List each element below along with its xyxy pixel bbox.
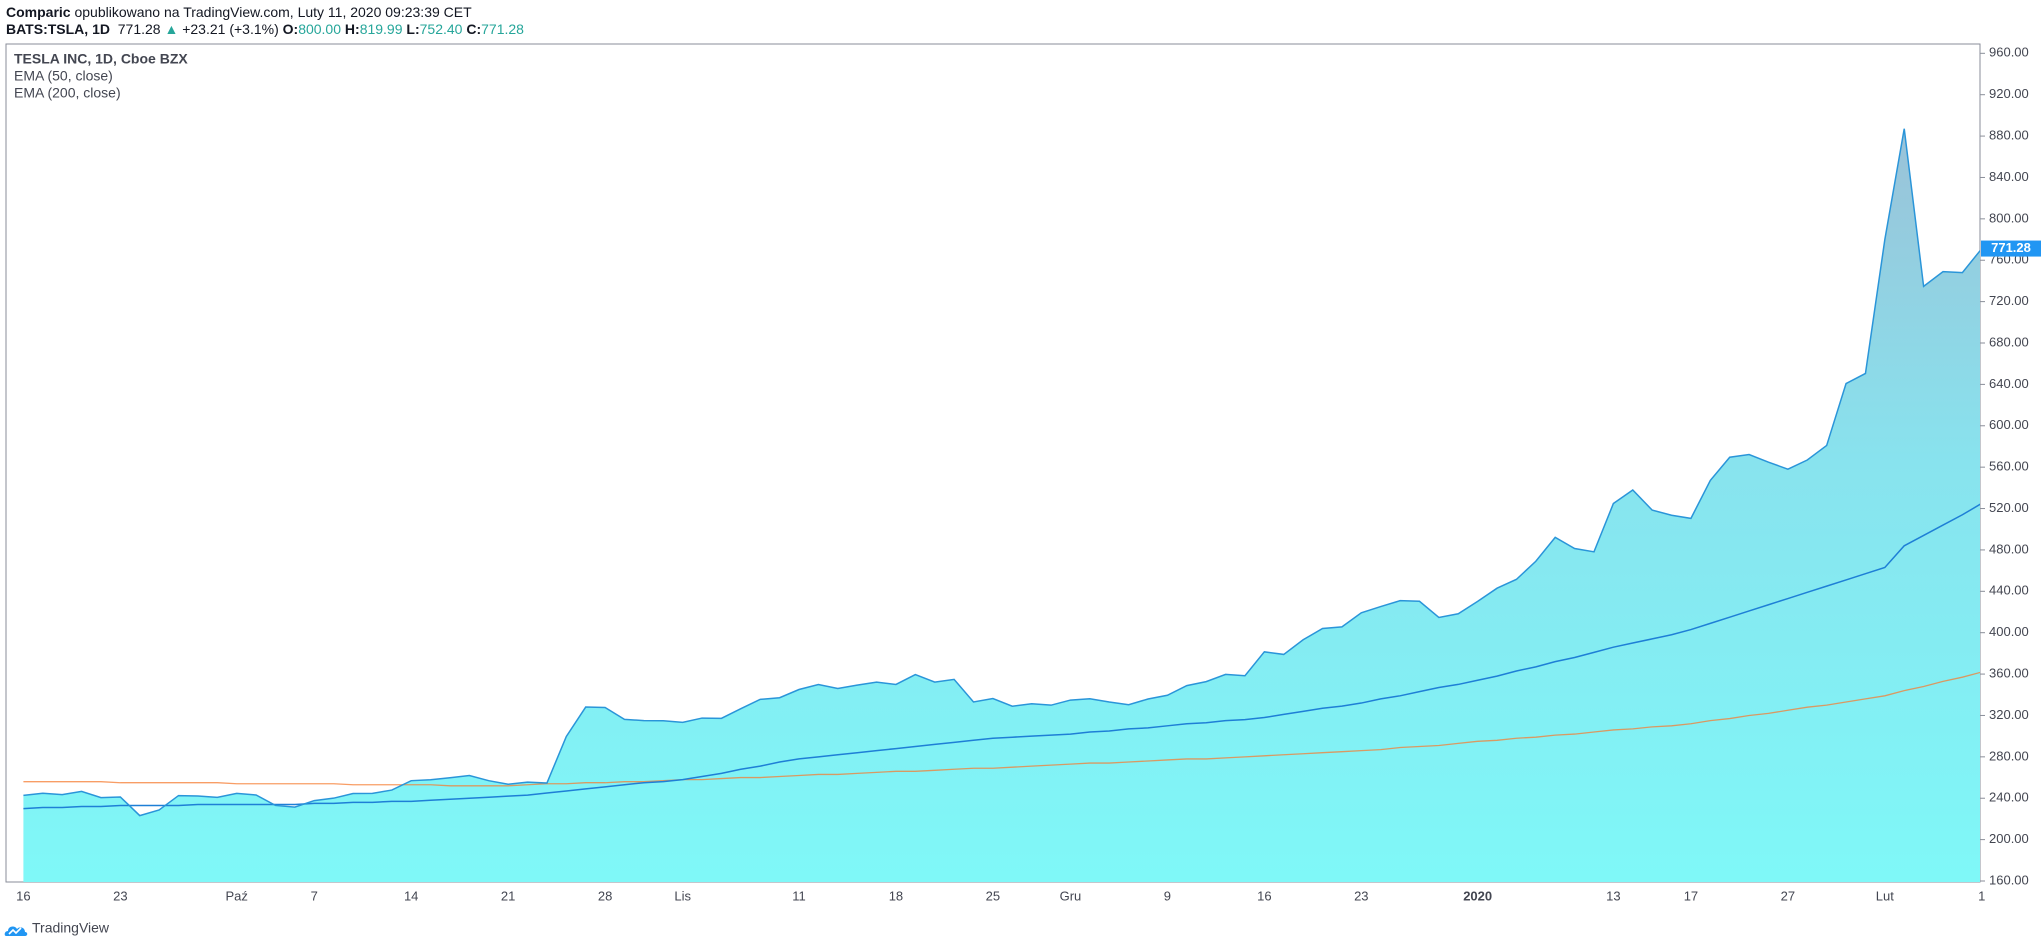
ohlc-label: O: — [282, 21, 299, 37]
change-arrow: ▲ — [164, 21, 179, 37]
symbol: BATS:TSLA, 1D — [6, 21, 110, 37]
ohlc-label: C: — [466, 21, 482, 37]
x-tick-label: 14 — [404, 888, 418, 903]
ohlc-label: L: — [406, 21, 420, 37]
x-tick-label: 2020 — [1463, 888, 1492, 903]
logo[interactable] — [4, 926, 28, 936]
y-tick-label: 800.00 — [1989, 210, 2029, 225]
brand[interactable]: TradingView — [32, 920, 110, 936]
x-tick-label: 7 — [311, 888, 318, 903]
x-tick-label: 16 — [1257, 888, 1271, 903]
x-tick-label: 27 — [1781, 888, 1795, 903]
x-tick-label: 23 — [113, 888, 127, 903]
y-tick-label: 600.00 — [1989, 417, 2029, 432]
x-tick-label: 17 — [1684, 888, 1698, 903]
y-tick-label: 280.00 — [1989, 748, 2029, 763]
y-tick-label: 560.00 — [1989, 459, 2029, 474]
last-price: 771.28 — [117, 21, 161, 37]
ohlc-value: 819.99 — [359, 21, 403, 37]
published-info: opublikowano na TradingView.com, Luty 11… — [74, 4, 472, 20]
y-tick-label: 880.00 — [1989, 128, 2029, 143]
change: +23.21 (+3.1%) — [182, 21, 279, 37]
last-price-badge — [1981, 240, 2041, 257]
plot-area — [23, 128, 1980, 882]
publisher[interactable]: Comparic — [6, 4, 71, 20]
y-tick-label: 480.00 — [1989, 541, 2029, 556]
x-tick-label: 16 — [16, 888, 30, 903]
x-tick-label: 21 — [501, 888, 515, 903]
y-tick-label: 400.00 — [1989, 624, 2029, 639]
x-tick-label: 9 — [1164, 888, 1171, 903]
ema-line — [23, 671, 1980, 787]
price-line — [23, 128, 1980, 817]
y-tick-label: 640.00 — [1989, 376, 2029, 391]
y-tick-label: 200.00 — [1989, 831, 2029, 846]
y-tick-label: 520.00 — [1989, 500, 2029, 515]
x-tick-label: Lut — [1876, 888, 1894, 903]
legend-entry: EMA (200, close) — [14, 85, 121, 101]
y-tick-label: 320.00 — [1989, 707, 2029, 722]
y-tick-label: 680.00 — [1989, 334, 2029, 349]
x-tick-label: 1 — [1978, 888, 1985, 903]
publish-line: Comparic opublikowano na TradingView.com… — [6, 4, 472, 20]
y-tick-label: 440.00 — [1989, 583, 2029, 598]
x-tick-label: 23 — [1354, 888, 1368, 903]
x-tick-label: 11 — [792, 888, 806, 903]
legend-entry: EMA (50, close) — [14, 68, 113, 84]
y-tick-label: 840.00 — [1989, 169, 2029, 184]
x-tick-label: 18 — [889, 888, 903, 903]
ohlc-value: 752.40 — [419, 21, 463, 37]
x-tick-label: 13 — [1606, 888, 1620, 903]
x-tick-label: Gru — [1060, 888, 1082, 903]
x-tick-label: 25 — [986, 888, 1000, 903]
legend-entry: TESLA INC, 1D, Cboe BZX — [14, 51, 188, 67]
y-tick-label: 960.00 — [1989, 45, 2029, 60]
y-tick-label: 360.00 — [1989, 666, 2029, 681]
x-tick-label: Lis — [674, 888, 691, 903]
y-tick-label: 240.00 — [1989, 790, 2029, 805]
ema-line — [23, 503, 1980, 810]
x-tick-label: 28 — [598, 888, 612, 903]
ohlc-value: 771.28 — [481, 21, 524, 37]
ohlc-label: H: — [344, 21, 360, 37]
y-tick-label: 160.00 — [1989, 872, 2029, 887]
area-fill — [23, 128, 1980, 882]
last-price-label: 771.28 — [1991, 240, 2031, 255]
ohlc-value: 800.00 — [298, 21, 342, 37]
x-tick-label: Paź — [225, 888, 247, 903]
quote-line: BATS:TSLA, 1D 771.28 ▲ +23.21 (+3.1%) O:… — [6, 21, 524, 37]
y-tick-label: 720.00 — [1989, 293, 2029, 308]
y-tick-label: 920.00 — [1989, 86, 2029, 101]
